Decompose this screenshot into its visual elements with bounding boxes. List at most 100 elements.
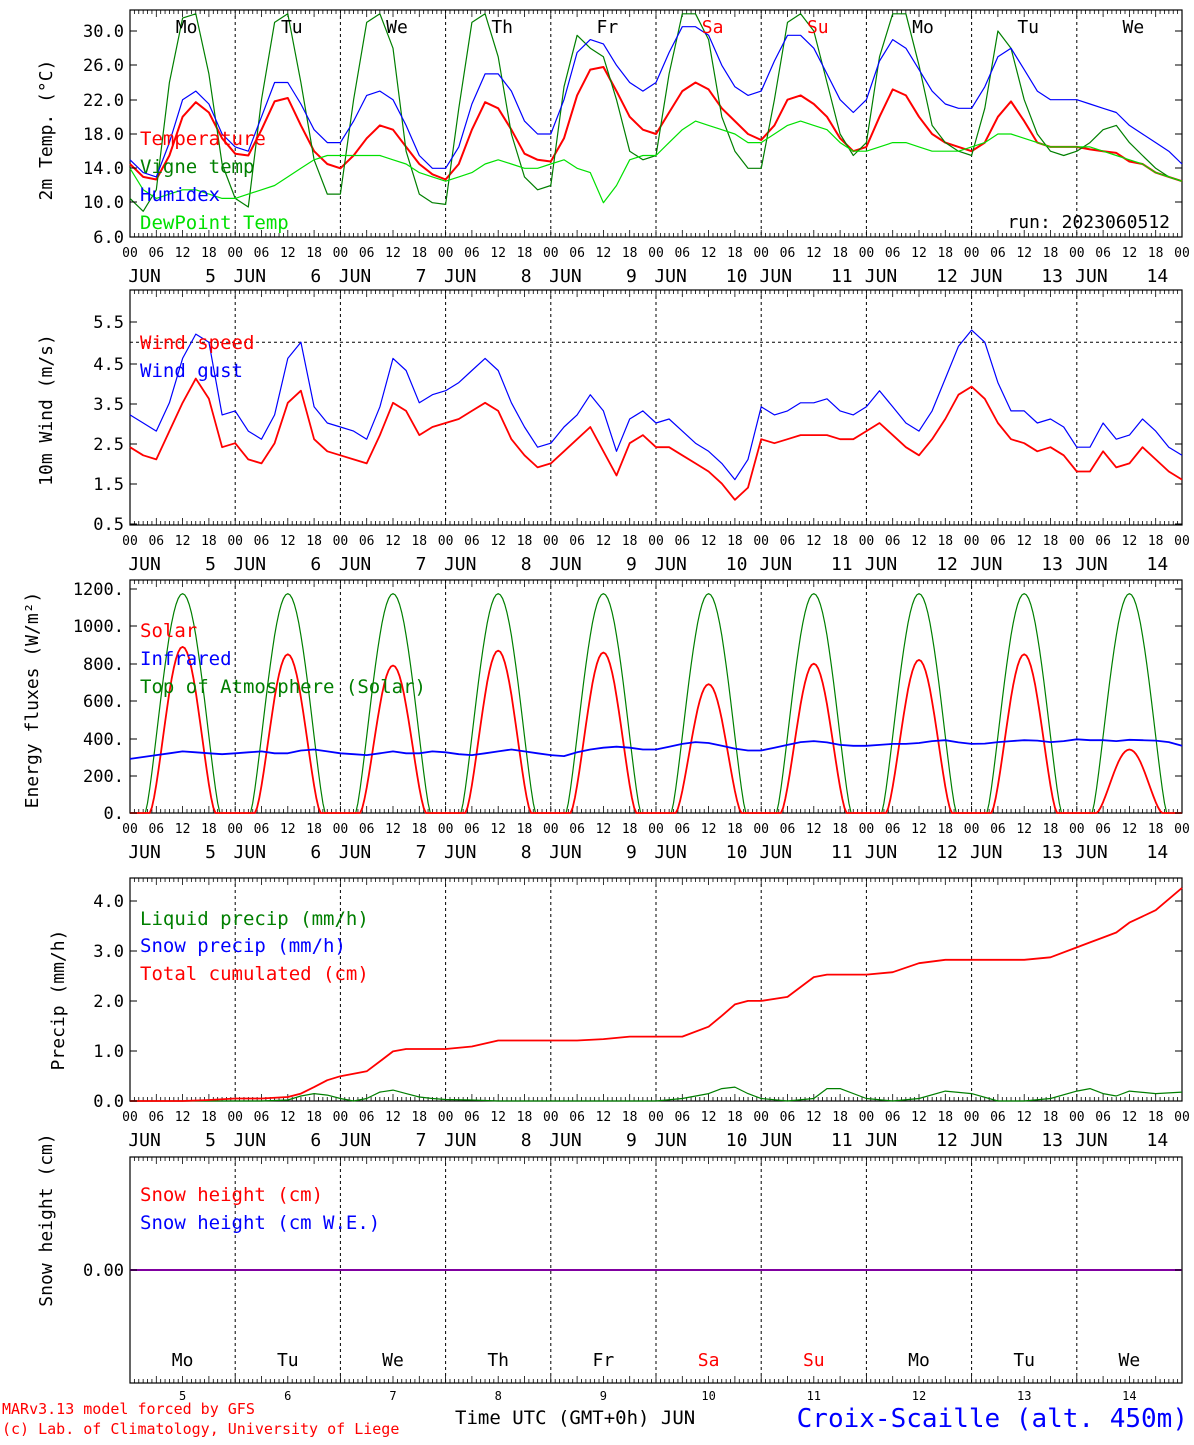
date-label: 5 — [205, 1130, 216, 1151]
legend-total-cumulated-cm-: Total cumulated (cm) — [140, 963, 369, 985]
hour-tick-label: 00 — [333, 246, 349, 261]
hour-tick-label: 18 — [727, 822, 743, 837]
date-label: 8 — [521, 554, 532, 575]
date-label: 11 — [831, 554, 853, 575]
hour-tick-label: 12 — [280, 1110, 296, 1125]
month-label: JUN — [654, 266, 687, 287]
panel-1-frame — [129, 9, 1183, 238]
hour-tick-label: 06 — [359, 822, 375, 837]
hour-tick-label: 00 — [859, 1110, 875, 1125]
hour-tick-label: 18 — [411, 822, 427, 837]
hour-tick-label: 18 — [622, 246, 638, 261]
weekday-label: Th — [491, 17, 513, 38]
y-tick-label: 26.0 — [83, 56, 124, 76]
hour-tick-label: 18 — [1148, 246, 1164, 261]
hour-tick-label: 12 — [1016, 246, 1032, 261]
hour-tick-label: 12 — [1122, 534, 1138, 549]
hour-tick-label: 06 — [359, 534, 375, 549]
y-axis-label: Precip (mm/h) — [48, 930, 69, 1071]
y-axis-label: Snow height (cm) — [36, 1133, 57, 1306]
hour-tick-label: 06 — [885, 822, 901, 837]
hour-tick-label: 18 — [306, 246, 322, 261]
month-label: JUN — [339, 266, 372, 287]
hour-tick-label: 00 — [438, 822, 454, 837]
hour-tick-label: 00 — [1069, 246, 1085, 261]
hour-tick-label: 12 — [911, 534, 927, 549]
hour-tick-label: 12 — [385, 534, 401, 549]
y-tick-label: 400. — [83, 730, 124, 750]
date-label: 12 — [936, 554, 958, 575]
hour-tick-label: 18 — [411, 246, 427, 261]
month-label: JUN — [234, 842, 267, 863]
hour-tick-label: 18 — [517, 246, 533, 261]
y-tick-label: 1000. — [73, 617, 124, 637]
hour-tick-label: 00 — [859, 246, 875, 261]
legend-liquid-precip-mm-h-: Liquid precip (mm/h) — [140, 908, 369, 930]
hour-tick-label: 00 — [122, 246, 138, 261]
credit-line-1: MARv3.13 model forced by GFS — [2, 1400, 255, 1418]
date-label: 14 — [1147, 842, 1169, 863]
weekday-label: Mo — [172, 1350, 194, 1371]
hour-tick-label: 06 — [464, 1110, 480, 1125]
hour-tick-label: 06 — [674, 246, 690, 261]
hour-tick-label: 12 — [596, 1110, 612, 1125]
legend-wind-speed: Wind speed — [140, 332, 254, 354]
hour-tick-label: 12 — [1122, 1110, 1138, 1125]
legend-top-of-atmosphere-solar-: Top of Atmosphere (Solar) — [140, 676, 426, 698]
hour-tick-label: 12 — [490, 1110, 506, 1125]
hour-tick-label: 18 — [727, 246, 743, 261]
date-label: 11 — [831, 842, 853, 863]
y-tick-label: 4.0 — [93, 892, 124, 912]
month-label: JUN — [339, 1130, 372, 1151]
hour-tick-label: 06 — [990, 1110, 1006, 1125]
series-line-temperature — [129, 66, 1183, 183]
hour-tick-label: 00 — [859, 534, 875, 549]
month-label: JUN — [339, 842, 372, 863]
date-label: 6 — [284, 1389, 291, 1403]
y-tick-label: 30.0 — [83, 22, 124, 42]
hour-tick-label: 18 — [622, 534, 638, 549]
month-label: JUN — [1075, 842, 1108, 863]
hour-tick-label: 18 — [201, 1110, 217, 1125]
hour-tick-label: 00 — [1174, 822, 1190, 837]
hour-tick-label: 06 — [885, 534, 901, 549]
hour-tick-label: 18 — [411, 1110, 427, 1125]
date-label: 7 — [416, 554, 427, 575]
y-axis-label: 2m Temp. (°C) — [36, 60, 57, 201]
hour-tick-label: 00 — [964, 822, 980, 837]
date-label: 13 — [1041, 1130, 1063, 1151]
date-label: 5 — [179, 1389, 186, 1403]
hour-tick-label: 00 — [964, 534, 980, 549]
hour-tick-label: 18 — [517, 822, 533, 837]
date-label: 9 — [600, 1389, 607, 1403]
hour-tick-label: 06 — [674, 822, 690, 837]
hour-tick-label: 12 — [1122, 246, 1138, 261]
hour-tick-label: 06 — [990, 246, 1006, 261]
hour-tick-label: 18 — [937, 246, 953, 261]
month-label: JUN — [760, 554, 793, 575]
hour-tick-label: 12 — [806, 246, 822, 261]
hour-tick-label: 00 — [333, 534, 349, 549]
hour-tick-label: 00 — [227, 534, 243, 549]
month-label: JUN — [444, 554, 477, 575]
hour-tick-label: 12 — [911, 822, 927, 837]
hour-tick-label: 18 — [517, 1110, 533, 1125]
month-label: JUN — [128, 842, 161, 863]
hour-tick-label: 06 — [674, 1110, 690, 1125]
legend-snow-height-cm-w-e-: Snow height (cm W.E.) — [140, 1212, 380, 1234]
month-label: JUN — [865, 266, 898, 287]
legend-vigne-temp: Vigne temp — [140, 156, 254, 178]
hour-tick-label: 06 — [254, 822, 270, 837]
hour-tick-label: 00 — [648, 822, 664, 837]
month-label: JUN — [1075, 266, 1108, 287]
month-label: JUN — [654, 842, 687, 863]
weekday-label: We — [382, 1350, 404, 1371]
hour-tick-label: 00 — [438, 534, 454, 549]
legend-temperature: Temperature — [140, 128, 266, 150]
series-line-wind-gust — [129, 329, 1183, 481]
date-label: 14 — [1122, 1389, 1136, 1403]
hour-tick-label: 06 — [464, 822, 480, 837]
hour-tick-label: 12 — [806, 534, 822, 549]
hour-tick-label: 12 — [385, 246, 401, 261]
month-label: JUN — [234, 266, 267, 287]
